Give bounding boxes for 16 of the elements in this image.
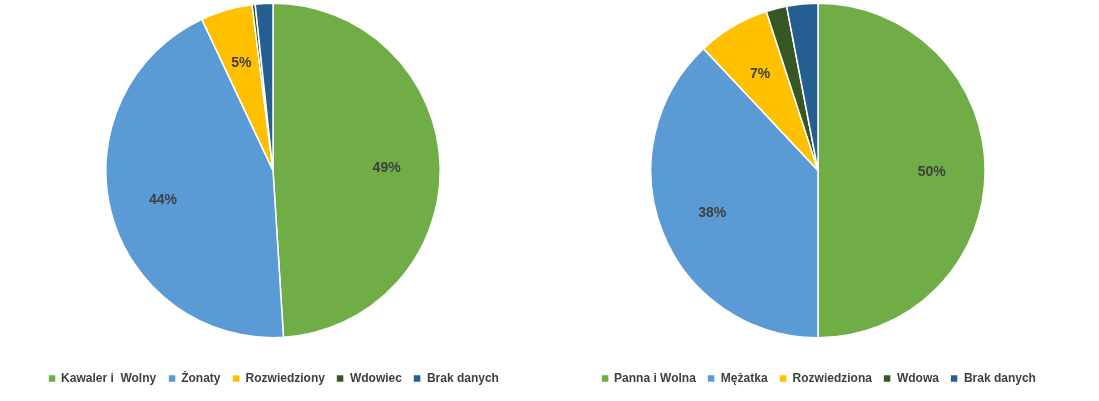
data-label: 7% xyxy=(750,64,771,81)
data-label: 49% xyxy=(372,158,402,175)
legend-label: Żonaty xyxy=(181,371,221,385)
legend-label: Wdowa xyxy=(896,371,939,385)
legend-label: Panna i Wolna xyxy=(614,371,696,385)
data-label: 38% xyxy=(698,204,727,221)
legend-label: Brak danych xyxy=(963,371,1036,385)
legend-label: Rozwiedziony xyxy=(245,371,325,385)
data-label: 50% xyxy=(917,162,947,179)
legend-label: Kawaler i Wolny xyxy=(61,371,157,385)
legend-label: Rozwiedziona xyxy=(792,371,872,385)
legend-label: Brak danych xyxy=(426,371,499,385)
legend-label: Mężatka xyxy=(720,371,768,385)
data-label: 5% xyxy=(231,53,252,70)
data-label: 44% xyxy=(148,190,178,207)
legend-label: Wdowiec xyxy=(349,371,402,385)
